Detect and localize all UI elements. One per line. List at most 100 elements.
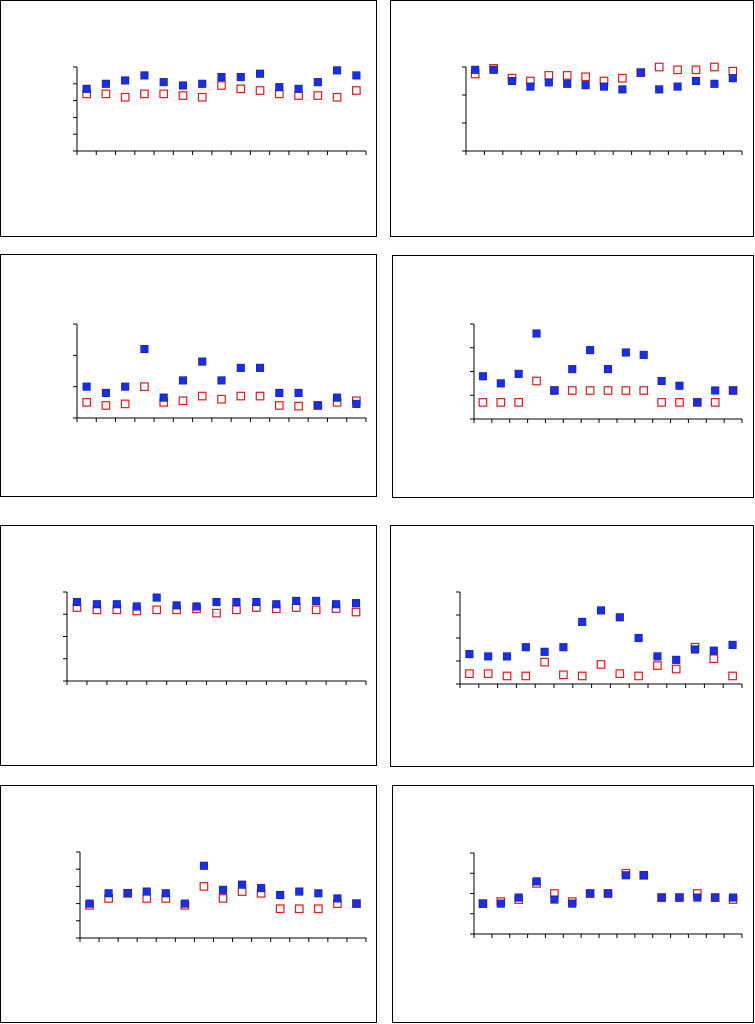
data-point-open <box>178 396 188 406</box>
chart-panel-7 <box>0 785 377 1023</box>
data-point-filled <box>568 899 577 908</box>
data-point-open <box>483 669 493 678</box>
data-point-filled <box>655 85 664 94</box>
data-point-open <box>596 660 606 669</box>
data-point-filled <box>672 655 681 664</box>
data-point-open <box>255 391 265 401</box>
data-point-filled <box>101 388 110 397</box>
data-point-filled <box>217 73 226 82</box>
chart-panel-8 <box>392 785 754 1023</box>
data-point-open <box>478 398 488 407</box>
data-point-open <box>618 73 627 83</box>
data-point-filled <box>333 894 342 903</box>
data-point-filled <box>639 350 648 359</box>
data-point-filled <box>85 899 94 908</box>
data-point-filled <box>333 66 342 75</box>
data-point-filled <box>544 78 553 87</box>
data-point-filled <box>172 601 181 610</box>
data-point-filled <box>618 85 627 94</box>
chart-panel-6 <box>390 525 754 767</box>
data-point-filled <box>673 82 682 91</box>
data-point-open <box>232 605 241 615</box>
data-point-filled <box>728 640 737 649</box>
data-point-filled <box>295 887 304 896</box>
data-point-open <box>653 661 662 670</box>
data-point-filled <box>82 84 91 93</box>
data-point-open <box>291 603 301 612</box>
data-point-filled <box>232 597 241 607</box>
data-point-filled <box>559 643 568 652</box>
data-point-open <box>275 904 285 914</box>
data-point-filled <box>140 345 149 354</box>
data-point-filled <box>489 65 498 74</box>
data-point-open <box>140 89 149 99</box>
data-point-filled <box>621 348 630 357</box>
data-point-filled <box>132 602 141 611</box>
data-point-open <box>657 398 666 407</box>
data-point-filled <box>313 78 322 87</box>
chart-panel-4 <box>392 255 754 498</box>
data-point-filled <box>104 889 113 898</box>
data-point-open <box>217 81 226 90</box>
data-point-filled <box>294 388 303 397</box>
data-point-filled <box>634 633 643 643</box>
data-point-open <box>199 882 209 891</box>
data-point-filled <box>159 393 168 402</box>
data-point-filled <box>314 889 323 898</box>
data-point-open <box>465 669 474 678</box>
data-point-filled <box>140 71 149 80</box>
data-point-filled <box>180 899 189 908</box>
data-point-filled <box>276 890 285 900</box>
data-point-open <box>585 386 595 395</box>
chart-8-plot <box>470 852 743 938</box>
data-point-filled <box>657 893 666 902</box>
data-point-open <box>496 398 506 407</box>
data-point-open <box>673 65 682 75</box>
chart-5-plot <box>63 591 367 685</box>
data-point-filled <box>729 386 738 395</box>
data-point-open <box>709 654 719 664</box>
data-point-filled <box>568 365 577 374</box>
data-point-filled <box>675 381 684 390</box>
data-point-open <box>294 401 303 411</box>
data-point-filled <box>161 889 170 898</box>
data-point-open <box>710 398 720 407</box>
data-point-filled <box>198 79 207 88</box>
data-point-filled <box>532 329 541 338</box>
data-point-open <box>710 62 719 72</box>
data-point-filled <box>121 382 130 391</box>
data-point-filled <box>142 887 151 896</box>
data-point-open <box>255 86 265 95</box>
data-point-filled <box>257 884 266 893</box>
data-point-filled <box>333 393 342 402</box>
data-point-filled <box>693 398 702 407</box>
data-point-open <box>217 394 226 404</box>
data-point-open <box>603 386 613 395</box>
data-point-open <box>197 391 207 401</box>
data-point-filled <box>514 369 523 378</box>
data-point-filled <box>92 600 101 609</box>
data-point-filled <box>586 889 595 898</box>
data-point-filled <box>550 386 559 395</box>
chart-7-plot <box>76 851 367 942</box>
data-point-filled <box>192 602 201 611</box>
chart-panel-3 <box>0 254 377 497</box>
data-point-filled <box>236 73 245 82</box>
data-point-open <box>313 904 323 914</box>
data-point-filled <box>465 650 474 659</box>
data-point-filled <box>502 652 512 661</box>
data-point-open <box>581 72 590 82</box>
data-point-open <box>140 382 149 392</box>
data-point-open <box>567 386 577 395</box>
data-point-filled <box>252 597 261 607</box>
data-point-filled <box>710 79 719 88</box>
data-point-open <box>101 401 111 410</box>
data-point-filled <box>581 81 590 90</box>
data-point-open <box>521 671 531 681</box>
data-point-open <box>120 92 130 102</box>
data-point-filled <box>526 82 535 91</box>
data-point-open <box>540 657 549 667</box>
data-point-open <box>352 86 361 95</box>
data-point-open <box>559 670 568 680</box>
data-point-open <box>577 671 587 681</box>
